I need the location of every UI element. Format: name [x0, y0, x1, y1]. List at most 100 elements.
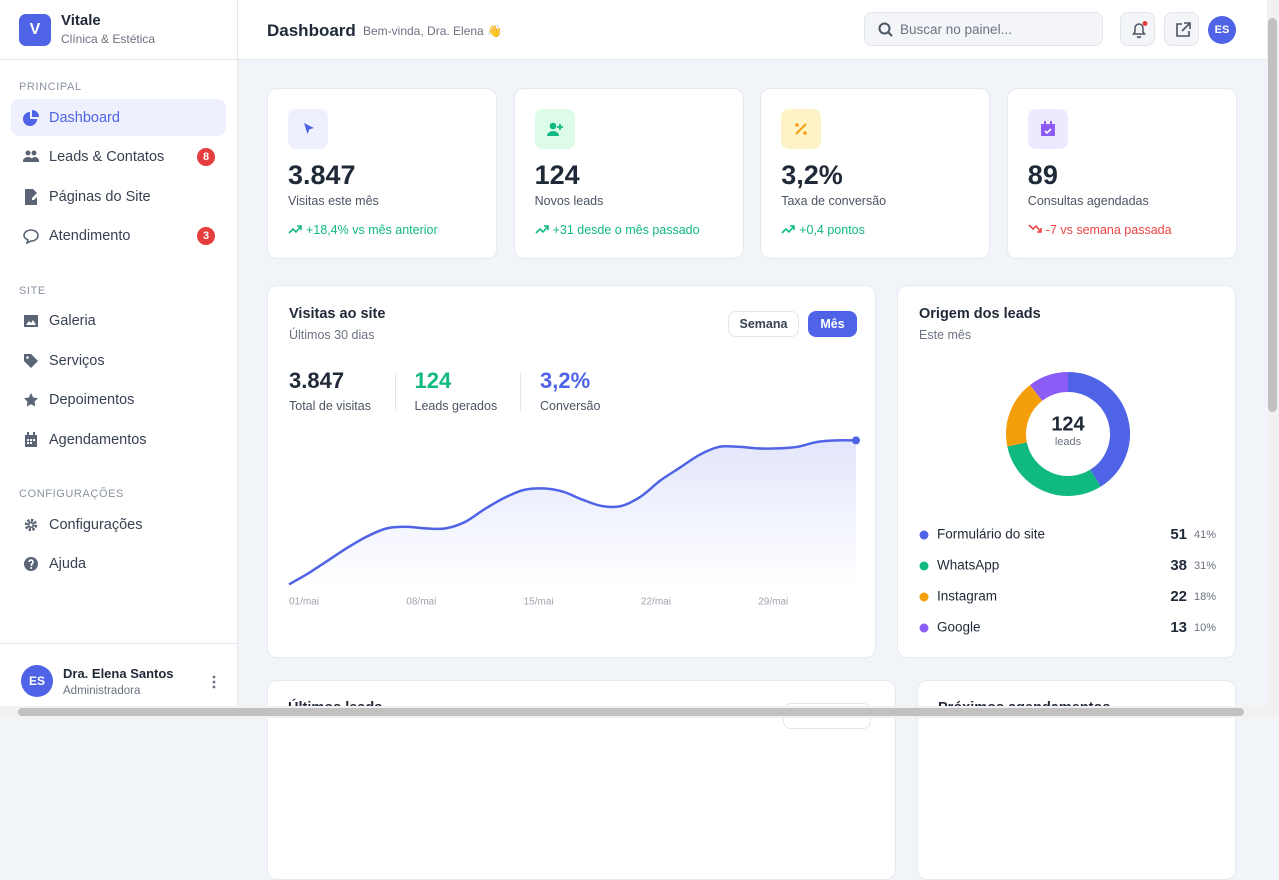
stat-value: 3.847: [288, 160, 356, 190]
line: [288, 439, 857, 586]
nav-icon: [25, 431, 37, 447]
nav-item[interactable]: Serviços: [11, 342, 226, 379]
stat-value: 89: [1027, 160, 1058, 190]
stat-label: Consultas agendadas: [1027, 194, 1149, 208]
nav-item[interactable]: Depoimentos: [11, 381, 226, 418]
stat-card: 3,2% Taxa de conversão +0,4 pontos: [760, 88, 991, 259]
nav-icon: [24, 353, 38, 368]
user-name: Dra. Elena Santos: [63, 666, 174, 681]
toggle-button[interactable]: Semana: [728, 311, 799, 337]
nav-icon: [23, 150, 39, 162]
stat-label: Taxa de conversão: [781, 194, 887, 208]
stat-icon: [1040, 121, 1055, 136]
nav-icon: [24, 557, 38, 571]
line-chart: 01/mai 08/mai 15/mai 22/mai 29/mai: [288, 436, 860, 608]
legend-percent: 41%: [1194, 529, 1216, 541]
legend-dot: [919, 530, 929, 540]
nav-label: Ajuda: [49, 556, 87, 572]
donut-segment: [1067, 372, 1130, 487]
scroll-thumb[interactable]: [18, 708, 1244, 716]
stat-value: 124: [534, 160, 580, 190]
legend-value: 38: [1170, 557, 1187, 574]
section-title: CONFIGURAÇÕES: [19, 488, 124, 500]
donut-total: 124: [1051, 413, 1085, 435]
card-title: Origem dos leads: [919, 306, 1041, 322]
nav-icon: [24, 315, 38, 327]
stat-change: +18,4% vs mês anterior: [306, 223, 438, 237]
nav-item[interactable]: Leads & Contatos 8: [11, 138, 226, 175]
stat-card: 3.847 Visitas este mês +18,4% vs mês anter…: [267, 88, 497, 259]
page-title: Dashboard: [267, 21, 356, 40]
nav-label: Serviços: [49, 352, 105, 369]
point: [852, 436, 860, 445]
badge: 3: [197, 227, 215, 245]
divider: [0, 59, 237, 60]
nav-item[interactable]: Dashboard: [11, 98, 226, 136]
visits-card: Visitas ao site Últimos 30 dias 01/mai 08…: [267, 285, 876, 658]
stat-label: Novos leads: [534, 194, 604, 208]
summary-label: Total de visitas: [289, 399, 371, 413]
user-avatar[interactable]: ES: [21, 665, 53, 697]
donut-segment: [1030, 372, 1069, 402]
legend-percent: 31%: [1194, 560, 1216, 572]
user-menu[interactable]: [208, 673, 220, 691]
donut-total-label: leads: [1055, 436, 1082, 448]
x-tick-label: 01/mai: [289, 597, 319, 608]
donut-segment: [1006, 384, 1043, 447]
nav-label: Atendimento: [49, 228, 131, 244]
summary-value: 3.847: [289, 368, 345, 393]
open-site-button[interactable]: [1164, 12, 1199, 46]
stat-icon-box: [534, 109, 575, 149]
legend-label: Instagram: [937, 589, 997, 604]
legend-value: 22: [1170, 588, 1187, 605]
nav-item[interactable]: Páginas do Site: [11, 178, 226, 215]
legend-dot: [919, 561, 929, 571]
nav-item[interactable]: Ajuda: [11, 545, 226, 582]
area: [289, 440, 856, 586]
stat-icon: [795, 123, 807, 135]
nav-label: Depoimentos: [49, 392, 135, 408]
nav-label: Dashboard: [49, 109, 120, 126]
header-avatar[interactable]: ES: [1208, 16, 1236, 44]
legend-value: 13: [1170, 619, 1187, 636]
search-box[interactable]: Buscar no painel...: [864, 12, 1103, 46]
legend-dot: [919, 623, 929, 633]
summary-label: Leads gerados: [414, 399, 498, 413]
nav-item[interactable]: Galeria: [11, 302, 226, 339]
nav-label: Configurações: [49, 516, 143, 533]
donut-segment: [1007, 441, 1101, 496]
tagline: Clínica & Estética: [61, 32, 156, 46]
x-tick-label: 22/mai: [641, 597, 671, 608]
trend-icon: [535, 225, 549, 234]
scroll-thumb[interactable]: [1268, 18, 1277, 412]
stat-icon-box: [781, 109, 822, 149]
stat-card: 89 Consultas agendadas -7 vs semana passad…: [1006, 88, 1237, 259]
nav-item[interactable]: Configurações: [11, 506, 226, 543]
stat-change: -7 vs semana passada: [1045, 223, 1172, 237]
nav-icon: [25, 188, 39, 205]
stat-icon: [546, 122, 563, 136]
topbar: Dashboard Bem-vinda, Dra. Elena 👋 Buscar…: [238, 0, 1267, 60]
summary-label: Conversão: [540, 399, 601, 413]
notifications-button[interactable]: [1120, 12, 1155, 46]
nav-item[interactable]: Agendamentos: [11, 421, 226, 458]
stat-value: 3,2%: [781, 160, 843, 190]
horizontal-scrollbar[interactable]: [0, 706, 1267, 718]
nav-icon: [23, 229, 39, 244]
sidebar: V Vitale Clínica & Estética PRINCIPAL Das…: [0, 0, 238, 718]
search-placeholder: Buscar no painel...: [900, 22, 1012, 37]
donut-chart: Formulário do site 51 41% WhatsApp 38 31% Inst…: [919, 372, 1216, 636]
trend-icon: [1028, 224, 1042, 233]
x-tick-label: 29/mai: [758, 597, 788, 608]
bell-icon: [1132, 21, 1148, 39]
vertical-scrollbar[interactable]: [1267, 0, 1279, 718]
nav-icon: [23, 109, 39, 126]
origin-card: Origem dos leads Este mês Formulário do …: [897, 285, 1236, 658]
legend-percent: 10%: [1194, 622, 1216, 634]
nav-label: Galeria: [49, 313, 96, 329]
toggle-button[interactable]: Mês: [808, 311, 857, 337]
stat-icon-box: [1027, 109, 1068, 149]
logo[interactable]: V: [19, 14, 51, 46]
nav-item[interactable]: Atendimento 3: [11, 217, 226, 254]
